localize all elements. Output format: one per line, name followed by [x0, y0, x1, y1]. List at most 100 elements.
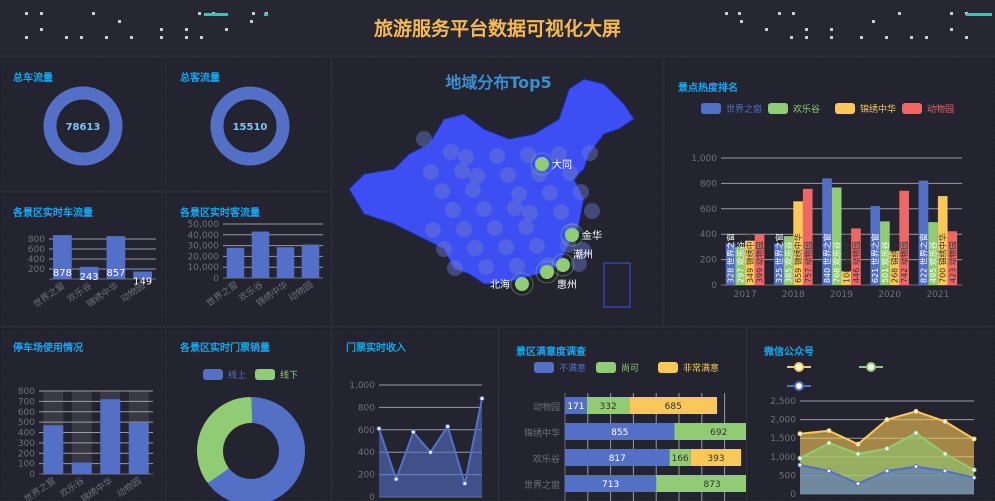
bar	[880, 221, 890, 285]
bar	[735, 247, 746, 285]
income-panel: 门票实时收入 0 200 400 600 800 1,000	[333, 328, 497, 501]
legend-label: 非常满意	[683, 362, 719, 374]
panel-title: 微信公众号	[764, 347, 814, 358]
bar-segment	[669, 449, 691, 466]
bar-value-label: 108 锦绣中华	[841, 233, 851, 283]
decoration-dot	[80, 36, 83, 39]
decoration-dot	[725, 12, 728, 15]
y-tick-label: 800	[18, 387, 35, 397]
data-point	[855, 481, 861, 487]
bar	[947, 231, 958, 285]
bar-segment	[586, 397, 630, 414]
decoration-dot	[130, 36, 133, 39]
visitor-flow-chart: 010,00020,00030,00040,00050,000世界之窗欢乐谷锦绣…	[188, 220, 323, 309]
bar-value-label: 840 世界之窗	[822, 233, 832, 283]
decoration-dot	[25, 36, 28, 39]
panel-title: 停车场使用情况	[13, 343, 83, 354]
bar	[870, 206, 881, 285]
heat-point	[436, 241, 452, 257]
bar-value-label: 385 欢乐谷	[783, 241, 793, 283]
decoration-dot	[160, 28, 163, 31]
heat-point	[500, 167, 516, 183]
ring	[210, 86, 290, 166]
y-tick-label: 30,000	[188, 242, 220, 252]
y-tick-label: 0	[790, 490, 796, 500]
bar-segment	[565, 423, 675, 440]
city-ripple	[530, 152, 554, 176]
bar	[133, 271, 152, 279]
data-point	[942, 451, 948, 457]
bar-value-label: 268 锦绣中华	[890, 233, 900, 283]
income-chart: 0 200 400 600 800 1,000	[349, 381, 485, 501]
y-tick-label: 0	[213, 274, 219, 284]
tickets-panel: 各景区实时门票销量 线上 线下	[167, 328, 330, 501]
y-tick-label: 500	[779, 471, 796, 481]
heat-point	[522, 205, 538, 221]
bar	[745, 240, 755, 285]
china-map-shape	[348, 78, 635, 285]
decoration-bar	[204, 13, 228, 16]
y-tick-label: 50,000	[188, 220, 220, 230]
decoration-dot	[910, 36, 913, 39]
legend-swatch	[768, 103, 788, 114]
map-title: 地域分布Top5	[445, 73, 552, 92]
ring	[43, 86, 123, 166]
decoration-dot	[860, 36, 863, 39]
legend-swatch	[255, 369, 275, 380]
bar-value-label: 328 世界之窗	[726, 233, 736, 283]
satisfaction-chart: 不满意尚可非常满意世界之窗713873108欢乐谷817166393锦绣中华85…	[524, 362, 746, 501]
bar-value-label: 857	[106, 268, 125, 279]
y-tick-label: 700	[18, 397, 35, 407]
heat-point	[458, 149, 474, 165]
city-marker	[540, 265, 554, 279]
heat-point	[416, 131, 432, 147]
bar	[71, 462, 92, 474]
heat-point	[518, 219, 534, 235]
city-marker	[535, 157, 549, 171]
panel-title: 各景区实时车流量	[13, 208, 93, 219]
bar-segment	[565, 397, 587, 414]
bar	[928, 222, 938, 285]
bar-value-label: 423 动物园	[947, 241, 957, 283]
bar-segment	[674, 423, 746, 440]
bar-value-label: 399 动物园	[755, 241, 765, 283]
legend-swatch	[658, 362, 678, 373]
bar	[918, 180, 929, 285]
decoration-dot	[778, 12, 781, 15]
decoration-dot	[830, 36, 833, 39]
y-tick-label: 2,500	[770, 397, 796, 407]
bar	[251, 231, 270, 278]
data-point	[797, 462, 803, 468]
panel-title: 门票实时收入	[346, 343, 406, 354]
bar-value-label: 149	[133, 277, 152, 288]
data-point	[797, 455, 803, 461]
y-tick-label: 100	[18, 460, 35, 470]
legend-swatch	[596, 362, 616, 373]
heat-point	[498, 239, 514, 255]
heat-point	[443, 144, 459, 160]
bar	[841, 271, 852, 285]
bar-value-label: 495 欢乐谷	[928, 241, 938, 283]
bar	[276, 247, 295, 278]
x-tick-label: 2019	[830, 290, 853, 300]
bar-value-label: 446 动物园	[851, 241, 861, 283]
decoration-dot	[830, 28, 833, 31]
bar-value-label: 685	[665, 402, 682, 412]
city-label: 惠州	[557, 278, 577, 291]
decoration-dot	[765, 28, 768, 31]
data-point	[971, 467, 977, 473]
bar-value-label: 349 锦绣中华	[745, 233, 755, 283]
bar-value-label: 817	[609, 454, 626, 464]
bar-segment	[656, 475, 746, 492]
y-tick-label: 动物园	[533, 401, 560, 413]
y-tick-label: 400	[700, 230, 717, 240]
total-visitor-value: 15510	[233, 122, 268, 133]
decoration-dot	[805, 36, 808, 39]
bar-value-label: 243	[80, 272, 99, 283]
data-point	[884, 468, 890, 474]
legend-label: 线下	[280, 369, 298, 381]
y-tick-label: 20,000	[188, 252, 220, 262]
legend-marker	[794, 381, 804, 391]
heat-point	[434, 183, 450, 199]
